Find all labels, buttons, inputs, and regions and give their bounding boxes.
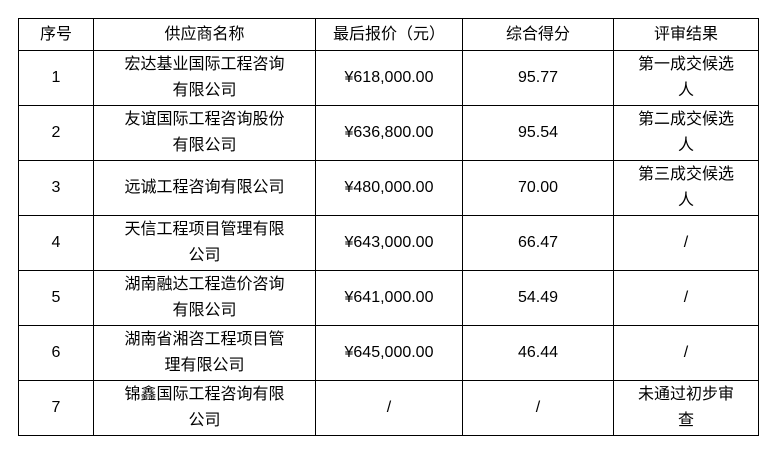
table-row: 7 锦鑫国际工程咨询有限公司 / / 未通过初步审查	[18, 380, 759, 436]
cell-supplier: 天信工程项目管理有限公司	[93, 215, 316, 271]
table-row: 2 友谊国际工程咨询股份有限公司 ¥636,800.00 95.54 第二成交候选人	[18, 105, 759, 161]
column-header-result: 评审结果	[613, 18, 759, 51]
cell-result: /	[613, 215, 759, 271]
cell-no: 2	[18, 105, 94, 161]
cell-no: 6	[18, 325, 94, 381]
table-row: 6 湖南省湘咨工程项目管理有限公司 ¥645,000.00 46.44/	[18, 325, 759, 381]
column-header-price: 最后报价（元）	[315, 18, 463, 51]
cell-no: 4	[18, 215, 94, 271]
cell-price: ¥643,000.00	[315, 215, 463, 271]
cell-price: ¥636,800.00	[315, 105, 463, 161]
evaluation-results-table: 序号 供应商名称 最后报价（元） 综合得分 评审结果 1 宏达基业国际工程咨询有限公司 ¥6…	[18, 18, 759, 436]
cell-no: 7	[18, 380, 94, 436]
cell-score: 54.49	[462, 270, 614, 326]
cell-supplier: 锦鑫国际工程咨询有限公司	[93, 380, 316, 436]
cell-price: ¥645,000.00	[315, 325, 463, 381]
cell-no: 3	[18, 160, 94, 216]
cell-supplier: 湖南省湘咨工程项目管理有限公司	[93, 325, 316, 381]
table-row: 4 天信工程项目管理有限公司 ¥643,000.00 66.47/	[18, 215, 759, 271]
cell-result: 第一成交候选人	[613, 50, 759, 106]
table-row: 3 远诚工程咨询有限公司 ¥480,000.00 70.00 第三成交候选人	[18, 160, 759, 216]
header-row: 序号 供应商名称 最后报价（元） 综合得分 评审结果	[18, 18, 759, 51]
cell-supplier: 宏达基业国际工程咨询有限公司	[93, 50, 316, 106]
cell-no: 1	[18, 50, 94, 106]
cell-price: ¥480,000.00	[315, 160, 463, 216]
cell-score: 46.44	[462, 325, 614, 381]
column-header-no: 序号	[18, 18, 94, 51]
cell-price: ¥641,000.00	[315, 270, 463, 326]
cell-supplier: 远诚工程咨询有限公司	[93, 160, 316, 216]
cell-result: 第三成交候选人	[613, 160, 759, 216]
cell-result: 第二成交候选人	[613, 105, 759, 161]
cell-no: 5	[18, 270, 94, 326]
cell-result: /	[613, 270, 759, 326]
cell-supplier: 湖南融达工程造价咨询有限公司	[93, 270, 316, 326]
cell-result: /	[613, 325, 759, 381]
cell-result: 未通过初步审查	[613, 380, 759, 436]
cell-score: /	[462, 380, 614, 436]
cell-price: /	[315, 380, 463, 436]
cell-score: 95.77	[462, 50, 614, 106]
column-header-score: 综合得分	[462, 18, 614, 51]
cell-score: 66.47	[462, 215, 614, 271]
table-body: 1 宏达基业国际工程咨询有限公司 ¥618,000.00 95.77 第一成交候选人 2 友…	[18, 50, 759, 436]
cell-score: 95.54	[462, 105, 614, 161]
cell-price: ¥618,000.00	[315, 50, 463, 106]
cell-supplier: 友谊国际工程咨询股份有限公司	[93, 105, 316, 161]
table-row: 1 宏达基业国际工程咨询有限公司 ¥618,000.00 95.77 第一成交候选人	[18, 50, 759, 106]
table-row: 5 湖南融达工程造价咨询有限公司 ¥641,000.00 54.49/	[18, 270, 759, 326]
column-header-supplier: 供应商名称	[93, 18, 316, 51]
cell-score: 70.00	[462, 160, 614, 216]
